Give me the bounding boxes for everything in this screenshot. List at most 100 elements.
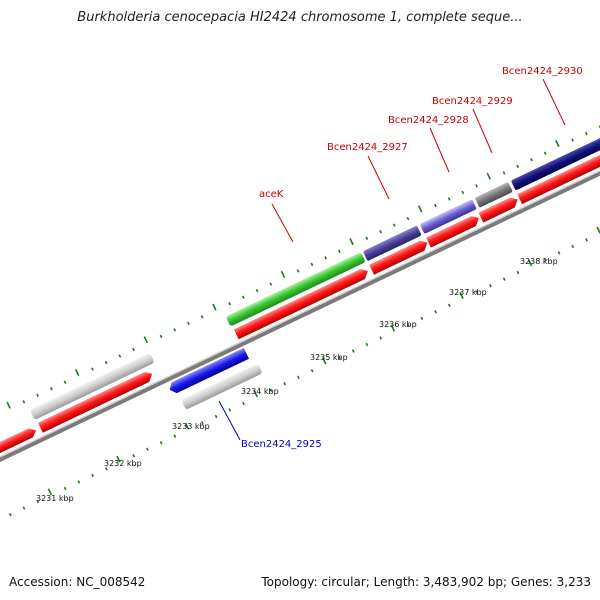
- tick-minor: [338, 249, 341, 254]
- tick-major: [280, 270, 286, 278]
- tick-major: [459, 292, 464, 300]
- tick-minor: [392, 223, 396, 227]
- tick-minor: [22, 506, 26, 510]
- tick-minor: [200, 421, 204, 425]
- gene-label-bcen2424-2928[interactable]: Bcen2424_2928: [388, 115, 469, 126]
- tick-minor: [104, 467, 108, 471]
- cds-feature[interactable]: [369, 238, 430, 275]
- cds-feature[interactable]: [38, 369, 155, 433]
- cds-feature[interactable]: [0, 426, 38, 459]
- tick-major: [390, 324, 396, 332]
- tick-minor: [530, 158, 533, 162]
- tick-minor: [543, 151, 547, 155]
- tick-minor: [584, 131, 588, 136]
- cds-feature[interactable]: [478, 195, 520, 223]
- tick-major: [184, 422, 190, 430]
- tick-label: 3231 kbp: [36, 494, 74, 503]
- tick-minor: [36, 499, 40, 504]
- gene-label-acek[interactable]: aceK: [259, 189, 284, 200]
- tick-minor: [365, 342, 369, 347]
- tick-major: [253, 390, 258, 398]
- leader-line: [472, 108, 493, 154]
- gene-label-bcen2424-2927[interactable]: Bcen2424_2927: [327, 142, 408, 153]
- tick-minor: [63, 486, 67, 491]
- label-leaders: [218, 78, 566, 441]
- tick-label: 3236 kbp: [379, 320, 417, 329]
- tick-minor: [91, 473, 94, 478]
- tick-minor: [118, 354, 122, 358]
- tick-major: [74, 369, 80, 377]
- tick-major: [349, 238, 354, 246]
- leader-line: [367, 155, 390, 200]
- tick-minor: [241, 295, 245, 299]
- tick-minor: [200, 315, 204, 319]
- tick-minor: [269, 282, 273, 286]
- tick-minor: [351, 349, 355, 353]
- gene-label-bcen2424-2929[interactable]: Bcen2424_2929: [432, 96, 513, 107]
- accession-text: Accession: NC_008542: [9, 575, 146, 589]
- tick-minor: [434, 310, 437, 314]
- tick-minor: [283, 382, 287, 386]
- tick-minor: [489, 283, 492, 288]
- tick-minor: [598, 125, 600, 129]
- tick-minor: [379, 230, 382, 234]
- map-title: Burkholderia cenocepacia HI2424 chromoso…: [77, 10, 523, 25]
- tick-minor: [434, 203, 437, 208]
- tick-major: [527, 259, 533, 267]
- tick-minor: [502, 171, 506, 175]
- tick-major: [322, 357, 327, 365]
- leader-line: [271, 203, 294, 243]
- gene-feature-bcen2424-2928[interactable]: [420, 199, 477, 234]
- tick-minor: [557, 251, 561, 255]
- tick-minor: [571, 244, 575, 249]
- leader-line: [218, 400, 241, 441]
- tick-row-lower: [8, 226, 600, 517]
- gene-feature[interactable]: [30, 353, 155, 420]
- tick-minor: [338, 355, 341, 360]
- cds-feature[interactable]: [517, 123, 600, 205]
- gene-feature-bcen2424-2930[interactable]: [511, 107, 600, 190]
- tick-major: [143, 336, 149, 344]
- tick-minor: [255, 288, 259, 293]
- tick-minor: [104, 360, 108, 365]
- gene-feature-acek[interactable]: [226, 252, 366, 327]
- gene-feature-bcen2424-2927[interactable]: [363, 225, 422, 261]
- tick-minor: [585, 238, 588, 242]
- tick-minor: [420, 316, 424, 321]
- tick-major: [6, 401, 11, 409]
- tick-minor: [242, 401, 245, 406]
- tick-minor: [516, 270, 520, 275]
- tick-minor: [77, 480, 81, 484]
- gene-label-bcen2424-2930[interactable]: Bcen2424_2930: [502, 66, 583, 77]
- tick-minor: [475, 184, 478, 188]
- tick-row-upper: [6, 125, 600, 409]
- gene-feature-bcen2424-2929[interactable]: [475, 182, 513, 208]
- backbone: [0, 131, 600, 499]
- tick-major: [116, 455, 121, 463]
- tick-minor: [379, 336, 383, 340]
- tick-major: [596, 226, 600, 234]
- gene-labels: aceK Bcen2424_2927 Bcen2424_2928 Bcen242…: [241, 66, 583, 450]
- gene-feature-bcen2424-2925[interactable]: [167, 347, 249, 395]
- tick-minor: [447, 197, 451, 201]
- tick-minor: [447, 303, 451, 307]
- gene-track-forward: [30, 107, 600, 420]
- tick-label: 3233 kbp: [172, 422, 210, 431]
- cds-feature[interactable]: [233, 266, 371, 340]
- tick-minor: [475, 290, 479, 294]
- cds-track-forward: [0, 123, 600, 459]
- cds-feature[interactable]: [426, 214, 481, 248]
- leader-line: [542, 78, 566, 126]
- gene-label-bcen2424-2925[interactable]: Bcen2424_2925: [241, 439, 322, 450]
- tick-minor: [132, 347, 135, 352]
- tick-major: [486, 172, 492, 180]
- tick-minor: [228, 301, 231, 306]
- tick-minor: [159, 334, 163, 339]
- tick-minor: [91, 367, 94, 371]
- gene-feature[interactable]: [181, 363, 262, 410]
- tick-minor: [214, 414, 218, 419]
- tick-minor: [324, 256, 328, 260]
- tick-minor: [406, 323, 410, 327]
- tick-label: 3232 kbp: [104, 459, 142, 468]
